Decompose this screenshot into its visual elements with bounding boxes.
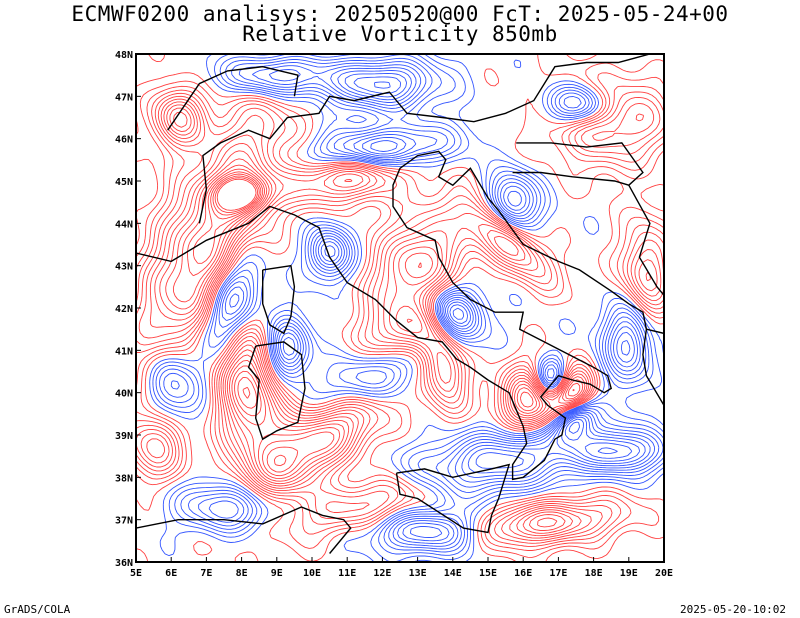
latitude-axis: 36N 37N 38N 39N 40N 41N 42N 43N 44N 45N 46N 47N 48N <box>115 50 141 569</box>
coastline-segment <box>262 264 296 335</box>
contour-line <box>172 111 575 528</box>
lon-tick-label: 7E <box>200 568 212 579</box>
coastline-segment <box>136 506 352 554</box>
contour-line <box>155 54 664 556</box>
footer-timestamp: 2025-05-20-10:02 <box>680 603 786 616</box>
coastline-segment <box>516 142 664 296</box>
contour-line <box>136 85 664 547</box>
lon-tick-label: 8E <box>236 568 248 579</box>
contour-line <box>170 61 660 547</box>
lat-tick-label: 46N <box>115 135 133 146</box>
vorticity-contours <box>136 54 664 562</box>
contour-line <box>163 57 664 550</box>
lon-tick-label: 18E <box>585 568 603 579</box>
footer-credit: GrADS/COLA <box>4 603 71 616</box>
contour-line <box>165 107 581 531</box>
lon-tick-label: 12E <box>373 568 391 579</box>
map-subtitle: Relative Vorticity 850mb <box>242 22 558 46</box>
lon-tick-label: 13E <box>409 568 427 579</box>
lon-tick-label: 9E <box>271 568 283 579</box>
contour-line <box>208 64 656 545</box>
contour-line <box>187 168 534 477</box>
contour-line <box>136 91 664 544</box>
contour-line <box>216 178 257 211</box>
contour-line <box>159 104 651 534</box>
lat-tick-label: 42N <box>115 304 133 315</box>
contour-line <box>136 59 664 558</box>
map-background <box>136 54 664 562</box>
lon-tick-label: 11E <box>338 568 356 579</box>
contour-line <box>210 173 287 467</box>
lat-tick-label: 44N <box>115 219 133 230</box>
lat-tick-label: 45N <box>115 177 133 188</box>
lon-tick-label: 19E <box>620 568 638 579</box>
longitude-axis: 5E 6E 7E 8E 9E 10E 11E 12E 13E 14E 15E 16E 17E 18E 19E… <box>130 557 673 579</box>
lon-tick-label: 5E <box>130 568 142 579</box>
lon-tick-label: 16E <box>514 568 532 579</box>
lat-tick-label: 47N <box>115 92 133 103</box>
contour-line <box>212 175 260 216</box>
contour-line <box>324 73 641 469</box>
coastline-segment <box>247 341 306 441</box>
contour-line <box>214 177 259 213</box>
lat-tick-label: 43N <box>115 262 133 273</box>
coastline-segment <box>646 328 664 335</box>
coastline-segment <box>198 54 651 224</box>
contour-line <box>374 81 618 455</box>
lat-tick-label: 48N <box>115 50 133 61</box>
contour-line <box>152 54 664 562</box>
contour-line <box>136 95 664 542</box>
contour-line <box>353 76 633 459</box>
coastline-segment <box>512 171 629 186</box>
lat-tick-label: 41N <box>115 346 133 357</box>
contour-line <box>149 54 664 562</box>
lat-tick-label: 39N <box>115 431 133 442</box>
lat-tick-label: 38N <box>115 473 133 484</box>
map-title: ECMWF0200 analisys: 20250520@00 FcT: 202… <box>71 2 729 26</box>
coastline-segment <box>167 65 299 131</box>
lon-tick-label: 6E <box>165 568 177 579</box>
lon-tick-label: 17E <box>549 568 567 579</box>
lon-tick-label: 20E <box>655 568 673 579</box>
lon-tick-label: 14E <box>444 568 462 579</box>
contour-line <box>193 171 299 473</box>
lon-tick-label: 15E <box>479 568 497 579</box>
contour-line <box>140 98 662 539</box>
lat-tick-label: 37N <box>115 516 133 527</box>
coastline-segment <box>136 150 664 481</box>
lon-tick-label: 10E <box>303 568 321 579</box>
lat-tick-label: 36N <box>115 558 133 569</box>
coastline-segment <box>395 463 511 534</box>
contour-line <box>136 72 664 551</box>
coastlines <box>136 54 664 554</box>
lat-tick-label: 40N <box>115 389 133 400</box>
